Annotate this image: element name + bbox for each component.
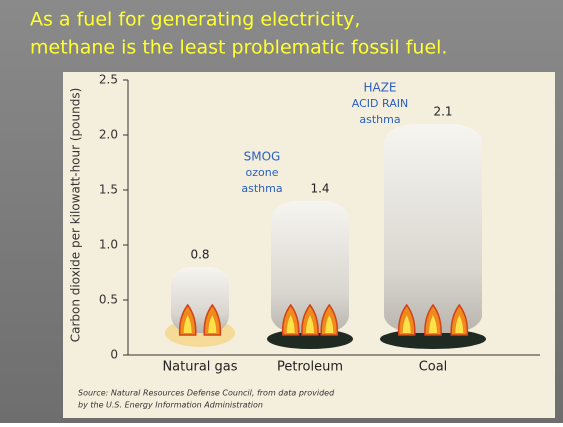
source-note: Source: Natural Resources Defense Counci… [78,389,335,398]
y-tick-label: 0.5 [99,293,118,307]
value-label: 2.1 [433,105,452,119]
y-tick-label: 2.0 [99,128,118,142]
annotation: SMOG [244,150,281,164]
slide: As a fuel for generating electricity, me… [0,0,563,423]
annotation: asthma [359,113,400,126]
y-tick-label: 1.5 [99,183,118,197]
slide-title-line: methane is the least problematic fossil … [30,37,447,59]
source-note: by the U.S. Energy Information Administr… [78,401,263,410]
slide-title-line: As a fuel for generating electricity, [30,9,360,31]
annotation: asthma [241,182,282,195]
y-tick-label: 1.0 [99,238,118,252]
annotation: HAZE [363,81,396,95]
y-tick-label: 2.5 [99,73,118,87]
bar [384,124,482,333]
x-tick-label: Petroleum [277,360,343,375]
annotation: ACID RAIN [352,97,408,110]
annotation: ozone [246,166,279,179]
x-tick-label: Coal [419,360,448,375]
x-tick-label: Natural gas [162,360,237,375]
value-label: 1.4 [310,182,329,196]
y-tick-label: 0 [110,348,118,362]
y-axis-label: Carbon dioxide per kilowatt-hour (pounds… [69,88,83,343]
value-label: 0.8 [190,248,209,262]
